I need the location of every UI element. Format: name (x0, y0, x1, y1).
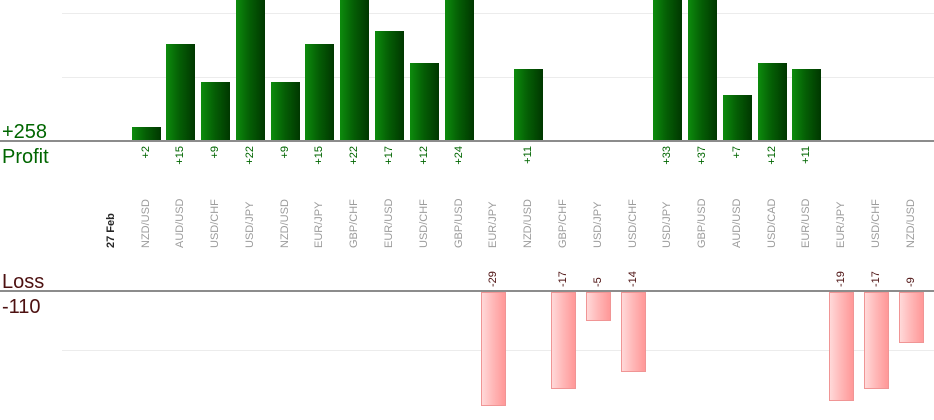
profit-value-label: +37 (696, 146, 709, 165)
category-label: USD/CHF (209, 199, 222, 248)
profit-value-label: +33 (661, 146, 674, 165)
category-label: EUR/JPY (313, 201, 326, 248)
loss-value-label: -5 (591, 277, 604, 287)
profit-bar (340, 0, 370, 140)
category-label: USD/CHF (869, 199, 882, 248)
profit-bar (201, 82, 231, 140)
loss-bar (620, 292, 646, 372)
category-label: NZD/USD (139, 199, 152, 248)
category-label: NZD/USD (522, 199, 535, 248)
category-label: EUR/JPY (835, 201, 848, 248)
profit-value-label: +15 (174, 146, 187, 165)
profit-bar (375, 31, 405, 140)
profit-value-label: +11 (522, 146, 535, 164)
category-label: USD/CAD (765, 198, 778, 248)
profit-bar (792, 69, 822, 140)
profit-value-label: +12 (417, 146, 430, 165)
profit-bar (757, 63, 787, 140)
loss-value-label: -17 (556, 271, 569, 287)
category-label: AUD/USD (174, 198, 187, 248)
loss-total-label: -110 (2, 296, 41, 318)
profit-value-label: +22 (243, 146, 256, 165)
category-label: USD/JPY (243, 201, 256, 248)
loss-bar (481, 292, 507, 406)
category-label: GBP/CHF (348, 199, 361, 248)
profit-bar (270, 82, 300, 140)
category-label: EUR/USD (383, 198, 396, 248)
profit-value-label: +7 (730, 146, 743, 159)
loss-axis-title: Loss (2, 271, 45, 293)
date-label: 27 Feb (104, 213, 117, 248)
profit-total-label: +258 (2, 121, 48, 143)
profit-value-label: +15 (313, 146, 326, 165)
profit-bar (514, 69, 544, 140)
profit-bar (722, 95, 752, 140)
loss-bar (898, 292, 924, 343)
profit-value-label: +17 (383, 146, 396, 165)
loss-bar (829, 292, 855, 401)
category-label: USD/CHF (417, 199, 430, 248)
profit-bar (166, 44, 196, 140)
profit-value-label: +11 (800, 146, 813, 164)
profit-bar (131, 127, 161, 140)
profit-value-label: +2 (139, 146, 152, 159)
loss-bar (550, 292, 576, 389)
profit-bar (409, 63, 439, 140)
category-label: EUR/JPY (487, 201, 500, 248)
profit-bar (688, 0, 718, 140)
profit-value-label: +22 (348, 146, 361, 165)
category-label: AUD/USD (730, 198, 743, 248)
loss-axis-line (0, 290, 934, 292)
profit-axis-title: Profit (2, 146, 49, 168)
loss-value-label: -9 (904, 277, 917, 287)
profit-bar (444, 0, 474, 140)
loss-value-label: -29 (487, 271, 500, 287)
category-label: EUR/USD (800, 198, 813, 248)
category-label: GBP/USD (696, 198, 709, 248)
profit-axis-line (0, 140, 934, 142)
profit-bar (653, 0, 683, 140)
profit-value-label: +9 (209, 146, 222, 159)
category-label: USD/JPY (661, 201, 674, 248)
category-label: GBP/CHF (556, 199, 569, 248)
profit-bar (235, 0, 265, 140)
gridline (62, 77, 934, 78)
loss-value-label: -17 (869, 271, 882, 287)
profit-value-label: +24 (452, 146, 465, 165)
gridline (62, 13, 934, 14)
loss-bar (585, 292, 611, 321)
category-label: USD/CHF (626, 199, 639, 248)
profit-bar (305, 44, 335, 140)
category-label: USD/JPY (591, 201, 604, 248)
category-label: NZD/USD (904, 199, 917, 248)
category-label: NZD/USD (278, 199, 291, 248)
category-label: GBP/USD (452, 198, 465, 248)
loss-bar (863, 292, 889, 389)
profit-value-label: +12 (765, 146, 778, 165)
loss-value-label: -14 (626, 271, 639, 287)
profit-value-label: +9 (278, 146, 291, 159)
loss-value-label: -19 (835, 271, 848, 287)
